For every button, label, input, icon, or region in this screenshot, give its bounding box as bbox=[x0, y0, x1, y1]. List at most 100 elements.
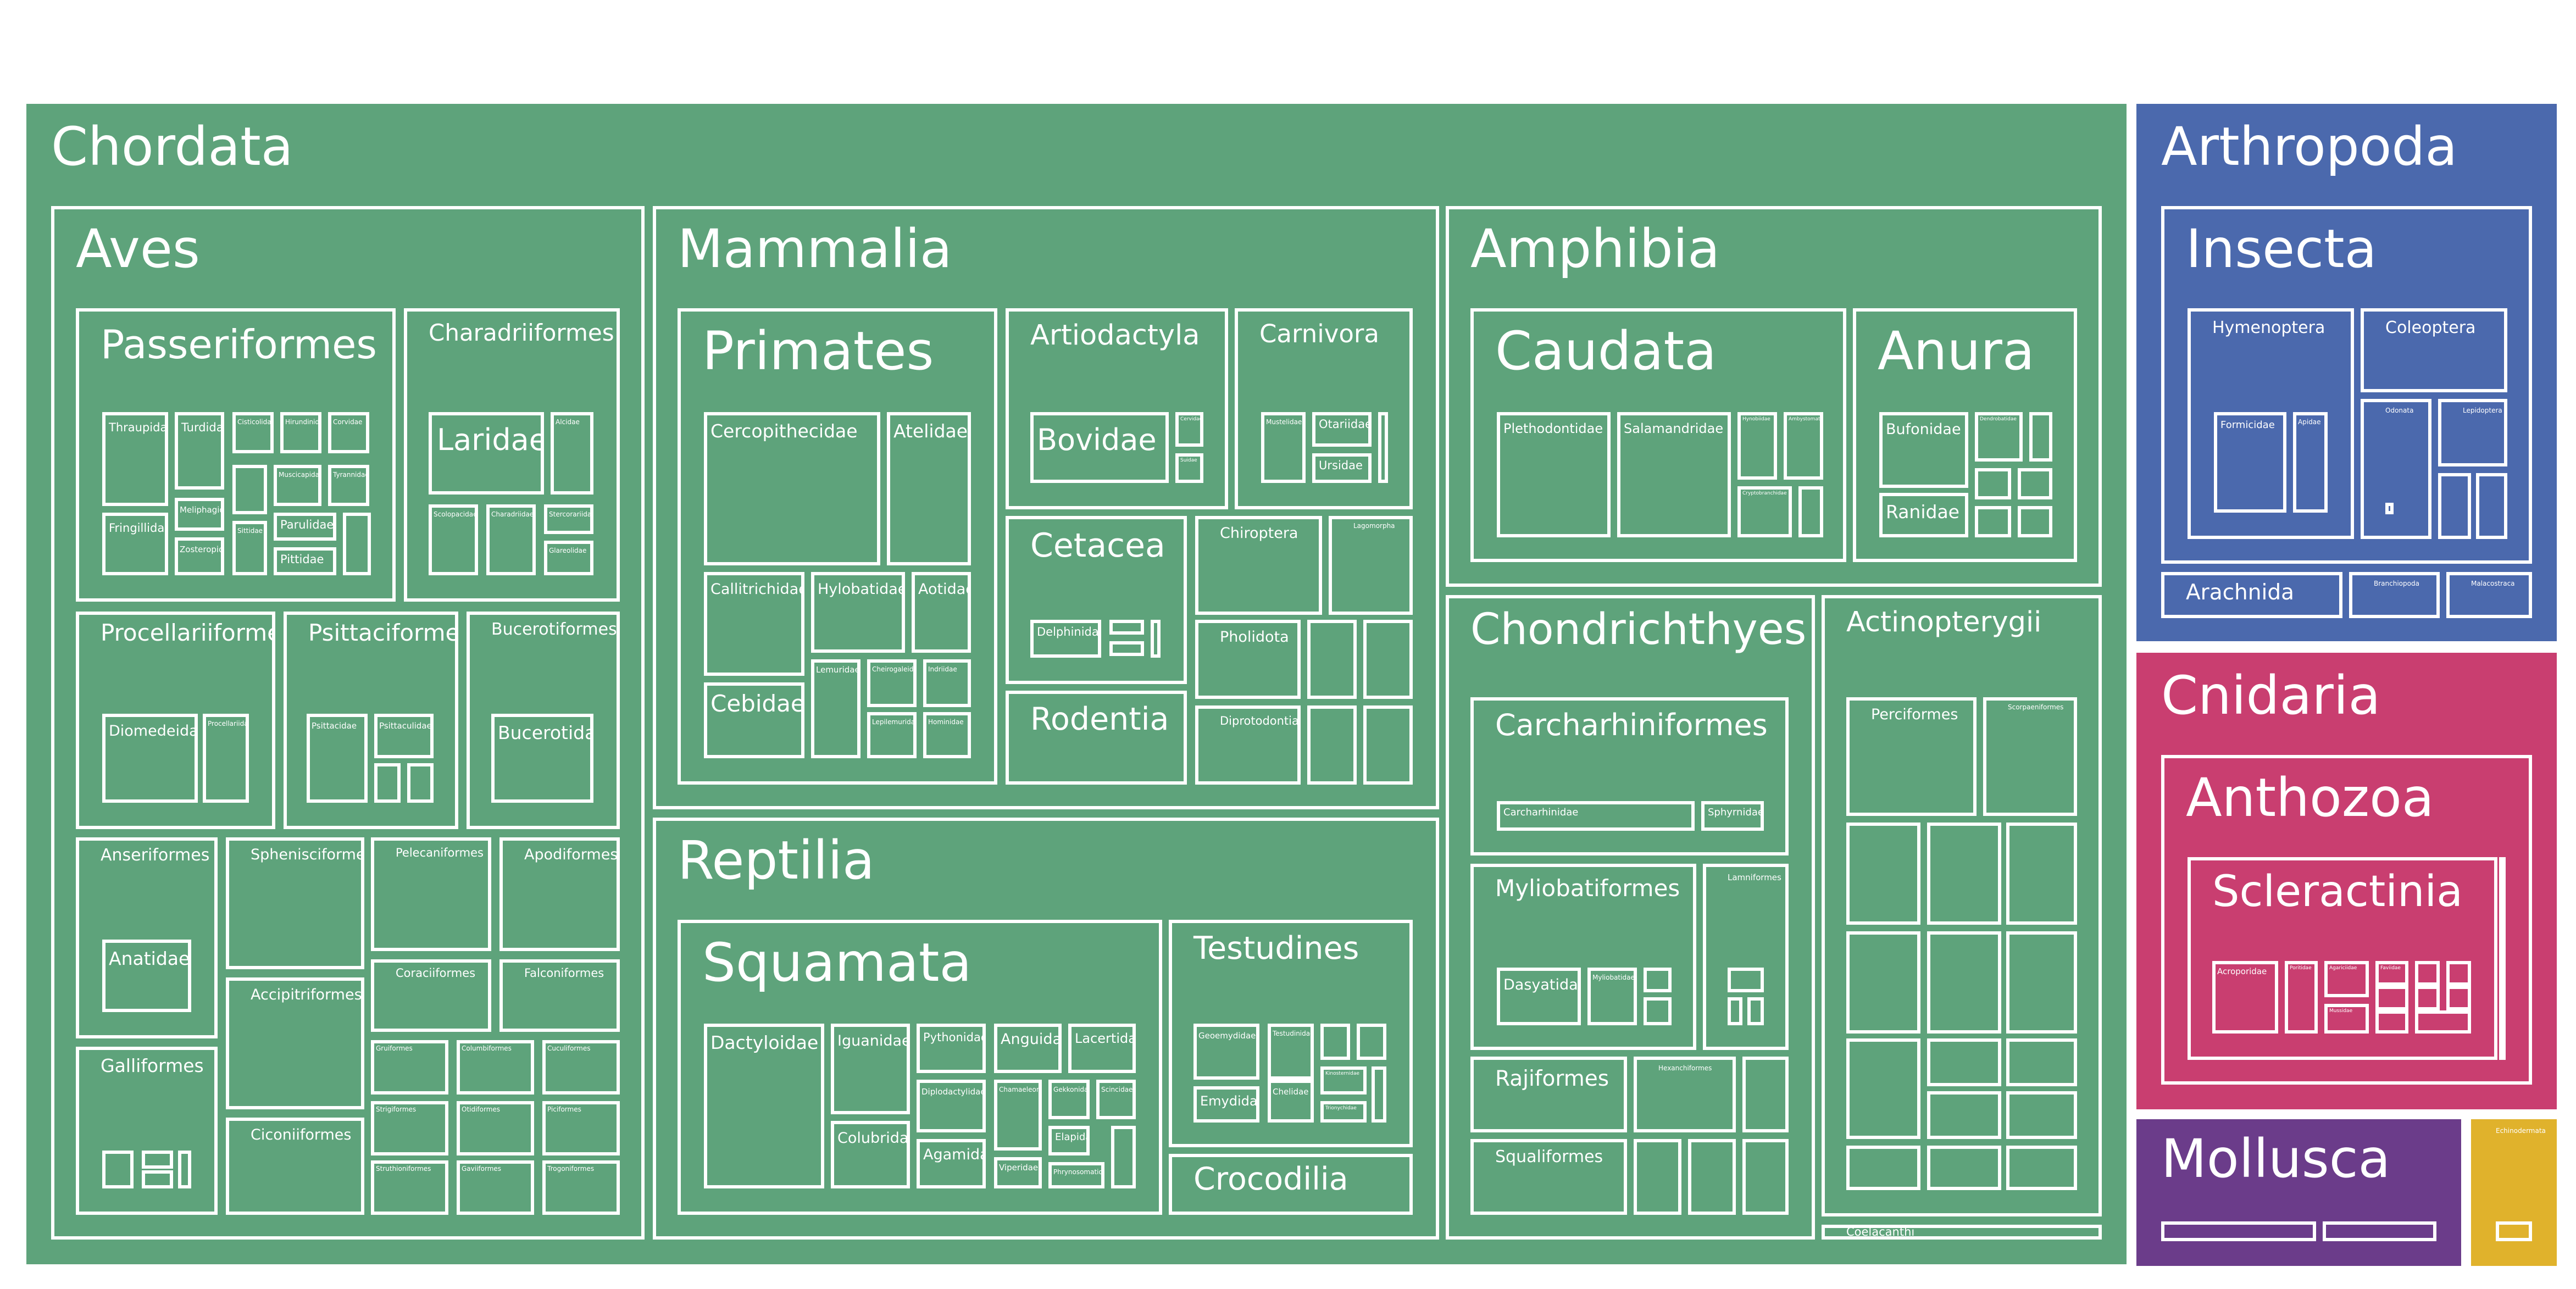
treemap-node-coraciiformes[interactable]: Coraciiformes bbox=[371, 959, 491, 1032]
treemap-node-insecta[interactable]: Insecta bbox=[2161, 206, 2532, 564]
treemap-node-ins_a[interactable]: Odonata bbox=[2361, 399, 2431, 539]
treemap-node-cau_b[interactable]: Ambystomatidae bbox=[1784, 412, 1823, 480]
treemap-node-rajiformes[interactable]: Rajiformes bbox=[1470, 1057, 1627, 1132]
treemap-node-scl_e[interactable] bbox=[2415, 961, 2440, 986]
treemap-node-pass_j[interactable] bbox=[343, 513, 371, 575]
treemap-node-hexanchiformes[interactable]: Hexanchiformes bbox=[1634, 1057, 1736, 1132]
treemap-node-squamata[interactable]: Squamata bbox=[678, 920, 1162, 1215]
treemap-node-laridae[interactable]: Laridae bbox=[429, 412, 544, 495]
treemap-node-carcharhinidae[interactable]: Carcharhinidae bbox=[1497, 801, 1695, 831]
treemap-node-dactyloidae[interactable]: Dactyloidae bbox=[704, 1024, 824, 1188]
treemap-node-cau_a[interactable]: Hynobiidae bbox=[1737, 412, 1777, 480]
treemap-node-bovidae[interactable]: Bovidae bbox=[1030, 412, 1169, 483]
treemap-node-chon_s4[interactable] bbox=[1742, 1139, 1789, 1215]
treemap-node-iguanidae[interactable]: Iguanidae bbox=[831, 1024, 910, 1114]
treemap-node-squaliformes[interactable]: Squaliformes bbox=[1470, 1139, 1627, 1215]
treemap-node-act_s5[interactable] bbox=[1927, 931, 2001, 1034]
treemap-node-anatidae[interactable]: Anatidae bbox=[102, 940, 191, 1012]
treemap-node-act_s2[interactable] bbox=[1927, 823, 2001, 925]
treemap-node-salamandridae[interactable]: Salamandridae bbox=[1617, 412, 1731, 537]
treemap-node-anu_d[interactable] bbox=[2018, 468, 2052, 499]
treemap-node-falconiformes[interactable]: Falconiformes bbox=[499, 959, 620, 1032]
treemap-node-coelacanthi[interactable]: Coelacanthi bbox=[1822, 1225, 2102, 1240]
treemap-node-act_s9[interactable] bbox=[2006, 1038, 2077, 1086]
treemap-node-cheirogaleidae[interactable]: Cheirogaleidae bbox=[867, 659, 917, 707]
treemap-node-cet_d[interactable] bbox=[1151, 620, 1161, 658]
treemap-node-squ_c[interactable]: Scincidae bbox=[1096, 1080, 1136, 1119]
treemap-node-ranidae[interactable]: Ranidae bbox=[1879, 493, 1968, 537]
treemap-node-testudinidae[interactable]: Testudinidae bbox=[1268, 1024, 1314, 1080]
treemap-node-diplodactylidae[interactable]: Diplodactylidae bbox=[917, 1080, 986, 1132]
treemap-node-act_b[interactable]: Scorpaeniformes bbox=[1983, 697, 2077, 816]
treemap-node-alcidae[interactable]: Alcidae bbox=[551, 412, 593, 495]
treemap-node-passeriformes[interactable]: Passeriformes bbox=[76, 308, 396, 602]
treemap-node-antho_s[interactable] bbox=[2499, 857, 2506, 1060]
treemap-node-testudines[interactable]: Testudines bbox=[1169, 920, 1413, 1147]
treemap-node-pass_e[interactable]: Corvidae bbox=[328, 412, 369, 453]
treemap-node-tes_c[interactable]: Kinosternidae bbox=[1320, 1066, 1367, 1094]
treemap-node-scl_h[interactable] bbox=[2415, 986, 2440, 1010]
treemap-node-scl_c[interactable]: Faviidae bbox=[2375, 961, 2408, 986]
treemap-node-cet_b[interactable] bbox=[1109, 620, 1144, 635]
treemap-node-dasyatidae[interactable]: Dasyatidae bbox=[1497, 968, 1581, 1025]
treemap-node-mol_b[interactable] bbox=[2323, 1221, 2436, 1241]
treemap-node-delphinidae[interactable]: Delphinidae bbox=[1030, 620, 1101, 658]
treemap-node-galliformes[interactable]: Galliformes bbox=[76, 1047, 218, 1215]
treemap-node-act_s6[interactable] bbox=[2006, 931, 2077, 1034]
treemap-node-act_s11[interactable] bbox=[2006, 1091, 2077, 1139]
treemap-node-mammalia[interactable]: Mammalia bbox=[653, 206, 1439, 809]
treemap-node-act_s14[interactable] bbox=[2006, 1146, 2077, 1190]
treemap-node-cetacea[interactable]: Cetacea bbox=[1006, 516, 1187, 684]
treemap-node-anthozoa[interactable]: Anthozoa bbox=[2161, 755, 2532, 1085]
treemap-node-diprotodontia[interactable]: Diprotodontia bbox=[1195, 705, 1301, 785]
treemap-node-pass_c[interactable]: Cisticolidae bbox=[232, 412, 274, 453]
treemap-node-pass_g[interactable]: Muscicapidae bbox=[274, 465, 321, 506]
treemap-node-squ_e[interactable] bbox=[1111, 1126, 1136, 1188]
treemap-node-gall_c[interactable] bbox=[142, 1170, 173, 1188]
treemap-node-anu_c[interactable] bbox=[1975, 468, 2011, 499]
treemap-node-plethodontidae[interactable]: Plethodontidae bbox=[1497, 412, 1611, 537]
treemap-node-anura[interactable]: Anura bbox=[1853, 308, 2077, 562]
treemap-node-lam_a[interactable] bbox=[1728, 968, 1764, 992]
treemap-node-reptilia[interactable]: Reptilia bbox=[653, 818, 1439, 1240]
treemap-node-malacostraca[interactable]: Malacostraca bbox=[2446, 572, 2532, 618]
treemap-node-scl_i[interactable] bbox=[2446, 986, 2471, 1010]
treemap-node-psittaciformes[interactable]: Psittaciformes bbox=[284, 612, 458, 829]
treemap-node-ciconiiformes[interactable]: Ciconiiformes bbox=[226, 1118, 364, 1215]
treemap-node-myliobatiformes[interactable]: Myliobatiformes bbox=[1470, 864, 1696, 1050]
treemap-node-agamidae[interactable]: Agamidae bbox=[917, 1139, 986, 1188]
treemap-node-scl_d[interactable]: Mussidae bbox=[2324, 1004, 2369, 1034]
treemap-node-lemuridae[interactable]: Lemuridae bbox=[811, 659, 860, 758]
treemap-node-carn_d[interactable] bbox=[1378, 412, 1388, 483]
treemap-node-otariidae[interactable]: Otariidae bbox=[1312, 412, 1372, 447]
treemap-node-ins_b[interactable]: Lepidoptera bbox=[2438, 399, 2507, 466]
treemap-node-indriidae[interactable]: Indriidae bbox=[923, 659, 971, 707]
treemap-node-myl_b[interactable] bbox=[1644, 997, 1672, 1025]
treemap-node-carcharhiniformes[interactable]: Carcharhiniformes bbox=[1470, 697, 1789, 855]
treemap-node-pelecaniformes[interactable]: Pelecaniformes bbox=[371, 837, 491, 951]
treemap-node-ins_e[interactable] bbox=[2385, 503, 2394, 514]
treemap-node-callitrichidae[interactable]: Callitrichidae bbox=[704, 572, 804, 676]
treemap-node-act_s8[interactable] bbox=[1927, 1038, 2001, 1086]
treemap-node-pass_d[interactable]: Hirundinidae bbox=[280, 412, 321, 453]
treemap-node-arthropoda[interactable]: Arthropoda bbox=[2136, 104, 2557, 641]
treemap-node-colubridae[interactable]: Colubridae bbox=[831, 1121, 910, 1188]
treemap-node-lam_c[interactable] bbox=[1747, 997, 1764, 1025]
treemap-node-anguidae[interactable]: Anguidae bbox=[994, 1024, 1062, 1073]
treemap-node-chiroptera[interactable]: Chiroptera bbox=[1195, 516, 1322, 615]
treemap-node-tes_b[interactable] bbox=[1357, 1024, 1386, 1060]
treemap-node-rodentia[interactable]: Rodentia bbox=[1006, 691, 1187, 785]
treemap-node-squ_b[interactable]: Gekkonidae bbox=[1048, 1080, 1090, 1119]
treemap-node-aves_s8[interactable]: Gaviiformes bbox=[457, 1160, 534, 1215]
treemap-node-hominidae[interactable]: Hominidae bbox=[923, 712, 971, 758]
treemap-node-pass_f[interactable] bbox=[232, 465, 267, 514]
treemap-node-squ_a[interactable]: Chamaeleonidae bbox=[994, 1080, 1042, 1151]
treemap-node-artiodactyla[interactable]: Artiodactyla bbox=[1006, 308, 1228, 509]
treemap-node-carnivora[interactable]: Carnivora bbox=[1235, 308, 1413, 509]
treemap-node-actinopterygii[interactable]: Actinopterygii bbox=[1822, 595, 2102, 1216]
treemap-node-mol_a[interactable] bbox=[2161, 1221, 2316, 1241]
treemap-node-emydidae[interactable]: Emydidae bbox=[1193, 1086, 1259, 1123]
treemap-node-act_s3[interactable] bbox=[2006, 823, 2077, 925]
treemap-node-pholidota[interactable]: Pholidota bbox=[1195, 620, 1301, 699]
treemap-node-cet_c[interactable] bbox=[1109, 641, 1144, 656]
